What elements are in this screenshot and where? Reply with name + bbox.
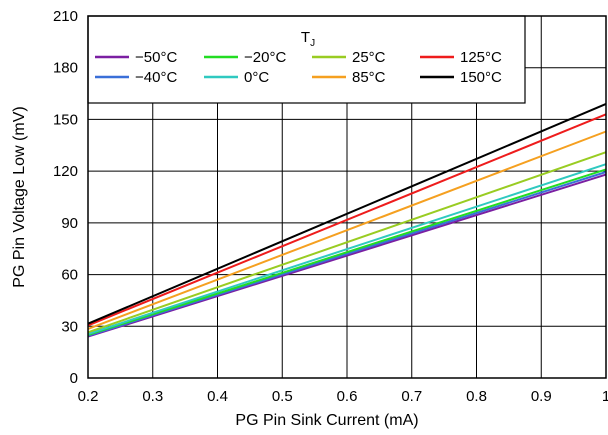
legend-label: 125°C: [460, 49, 502, 66]
series-line: [87, 102, 607, 325]
legend-title-sub: J: [310, 38, 315, 49]
series-line: [87, 151, 607, 334]
series-line: [87, 173, 607, 338]
x-tick-labels: 0.2 0.3 0.4 0.5 0.6 0.7 0.8 0.9 1: [78, 388, 608, 405]
y-tick-label: 90: [61, 215, 78, 232]
series-line: [87, 130, 607, 330]
x-tick-label: 0.9: [531, 388, 552, 405]
series-line: [87, 113, 607, 327]
legend-label: −50°C: [135, 49, 177, 66]
y-axis-title: PG Pin Voltage Low (mV): [11, 106, 28, 287]
legend-label: 150°C: [460, 69, 502, 86]
y-tick-label: 30: [61, 318, 78, 335]
legend-label: 85°C: [352, 69, 386, 86]
legend: TJ −50°C −40°C −20°C 0°C 25°C 85°C 125°C 150°C: [87, 15, 526, 104]
legend-box: [87, 15, 526, 104]
legend-title: TJ: [301, 29, 315, 49]
legend-title-main: T: [301, 29, 310, 46]
x-tick-label: 0.4: [207, 388, 228, 405]
x-tick-label: 0.2: [78, 388, 99, 405]
y-tick-label: 120: [53, 163, 78, 180]
plot-frame: [87, 15, 607, 379]
y-tick-label: 210: [53, 8, 78, 25]
x-tick-label: 0.5: [272, 388, 293, 405]
series-lines: [87, 102, 607, 338]
series-line: [87, 163, 607, 335]
y-tick-label: 0: [70, 370, 78, 387]
legend-label: 0°C: [244, 69, 269, 86]
x-tick-label: 0.8: [466, 388, 487, 405]
x-tick-label: 0.6: [337, 388, 358, 405]
x-tick-label: 0.3: [142, 388, 163, 405]
y-tick-label: 150: [53, 111, 78, 128]
x-tick-label: 0.7: [401, 388, 422, 405]
y-tick-label: 60: [61, 267, 78, 284]
series-line: [87, 171, 607, 337]
legend-label: 25°C: [352, 49, 386, 66]
series-line: [87, 168, 607, 336]
legend-label: −20°C: [244, 49, 286, 66]
y-tick-labels: 0 30 60 90 120 150 180 210: [53, 8, 78, 387]
x-tick-label: 1: [602, 388, 608, 405]
legend-label: −40°C: [135, 69, 177, 86]
x-axis-title: PG Pin Sink Current (mA): [235, 412, 418, 429]
y-tick-label: 180: [53, 60, 78, 77]
